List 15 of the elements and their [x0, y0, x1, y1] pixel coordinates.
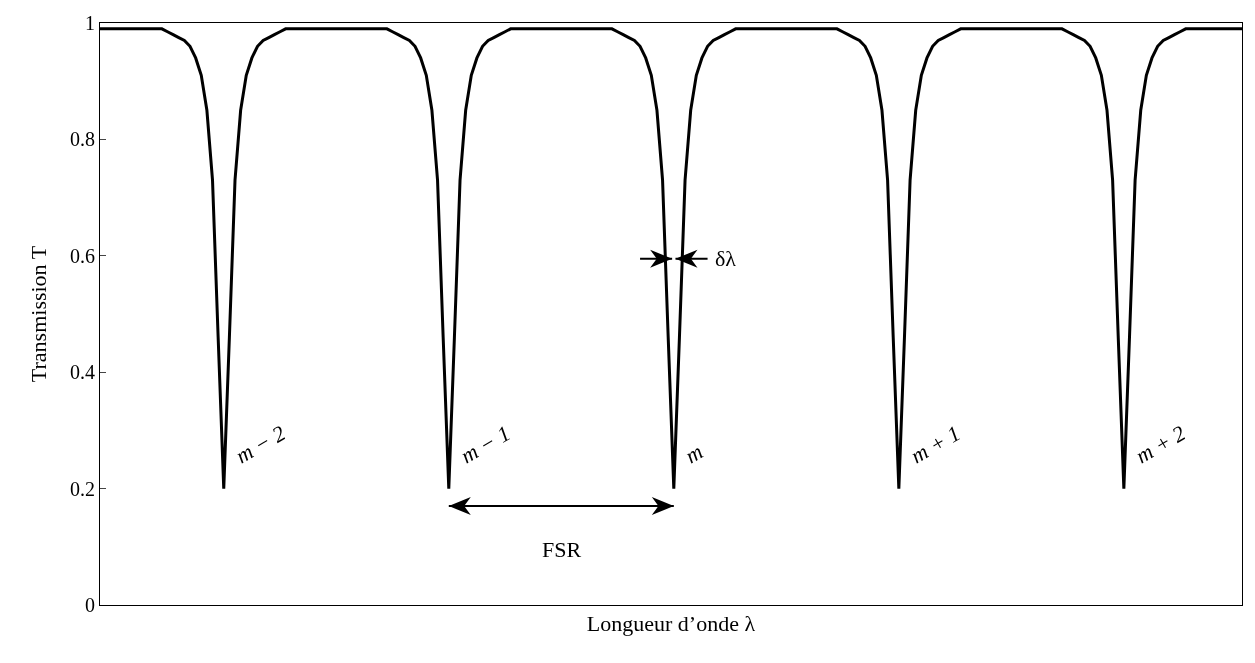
y-tick-label: 0: [85, 594, 95, 616]
annotation: m − 1: [456, 420, 515, 469]
annotation: m − 2: [231, 420, 290, 469]
y-axis-title: Transmission T: [26, 245, 51, 383]
annotation: δλ: [715, 246, 737, 271]
x-axis-title: Longueur d’onde λ: [586, 610, 756, 636]
annotation: FSR: [542, 537, 582, 562]
annotation: m: [680, 438, 708, 469]
y-tick-label: 0.2: [70, 477, 95, 500]
annotation: m + 1: [906, 420, 965, 469]
y-tick-label: 0.6: [70, 244, 95, 267]
annotation: m + 2: [1131, 420, 1190, 469]
y-tick-label: 0.8: [70, 128, 95, 151]
y-tick-label: 1: [85, 12, 95, 34]
y-tick-label: 0.4: [70, 361, 95, 384]
